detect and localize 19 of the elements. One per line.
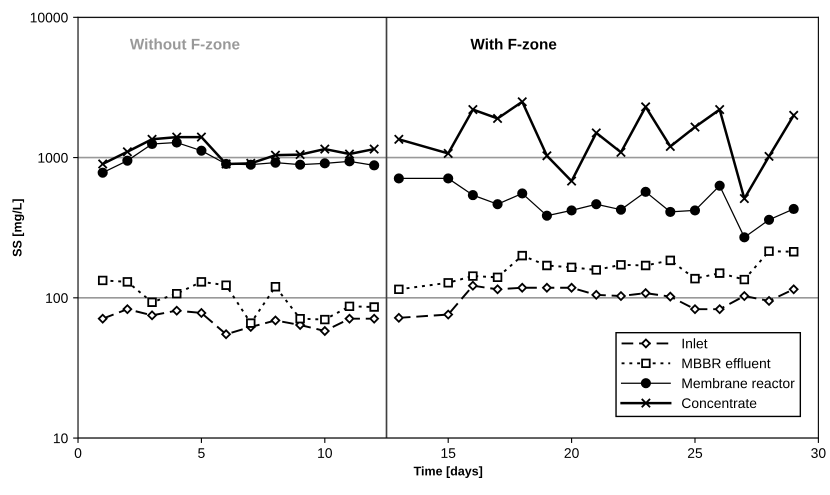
x-tick-label: 30: [811, 448, 826, 458]
x-tick-label: 20: [564, 448, 579, 458]
x-tick-label: 25: [688, 448, 702, 458]
annotation: With F-zone: [470, 38, 556, 50]
annotation: Without F-zone: [130, 38, 240, 50]
legend-label: Inlet: [682, 338, 708, 348]
x-axis-title: Time [days]: [414, 466, 482, 478]
x-tick-label: 15: [442, 448, 456, 458]
y-tick-label: 100: [46, 293, 68, 303]
y-tick-label: 1000: [38, 152, 68, 163]
y-axis-title: SS [mg/L]: [12, 199, 24, 257]
x-tick-label: 5: [198, 448, 205, 458]
x-tick-label: 0: [74, 448, 82, 458]
y-tick-label: 10000: [30, 12, 68, 22]
legend-label: Membrane reactor: [682, 378, 795, 388]
y-tick-label: 10: [54, 433, 68, 444]
legend-label: Concentrate: [682, 398, 756, 408]
legend-label: MBBR effluent: [682, 358, 771, 368]
x-tick-label: 10: [318, 448, 332, 458]
